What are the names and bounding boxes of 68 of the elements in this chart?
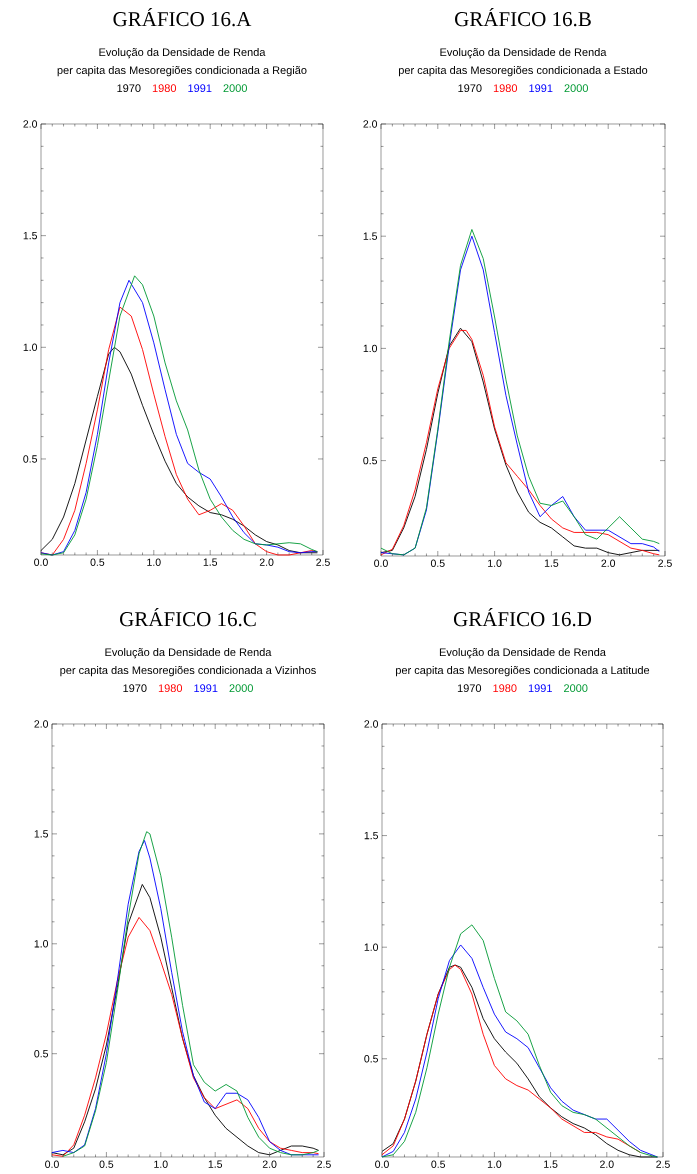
x-tick-label: 1.5 bbox=[208, 1160, 223, 1168]
text: 1991 bbox=[188, 84, 212, 93]
text: 1970 bbox=[117, 84, 141, 93]
x-tick-label: 1.0 bbox=[487, 1160, 502, 1168]
x-tick-label: 0.0 bbox=[375, 1160, 389, 1168]
y-tick-label: 1.0 bbox=[363, 344, 378, 353]
text: per capita das Mesoregiões condicionada a Latitude bbox=[396, 666, 650, 677]
x-tick-label: 2.5 bbox=[316, 558, 330, 566]
text: 1970 bbox=[458, 84, 482, 93]
x-tick-label: 1.5 bbox=[544, 559, 559, 567]
x-tick-label: 2.0 bbox=[601, 559, 616, 567]
x-tick-label: 0.0 bbox=[34, 558, 48, 566]
text: 1970 bbox=[123, 684, 147, 693]
x-tick-label: 0.0 bbox=[45, 1160, 59, 1168]
text: 2000 bbox=[564, 684, 588, 693]
y-tick-label: 2.0 bbox=[364, 720, 379, 728]
x-tick-label: 2.5 bbox=[658, 559, 672, 567]
y-tick-label: 0.5 bbox=[23, 455, 38, 463]
text: 2000 bbox=[223, 84, 247, 93]
x-tick-label: 2.0 bbox=[262, 1160, 277, 1168]
text: 1980 bbox=[152, 84, 177, 93]
y-tick-label: 0.5 bbox=[364, 1055, 379, 1063]
text: per capita das Mesoregiões condicionada a Estado bbox=[398, 66, 648, 77]
text: 2000 bbox=[229, 684, 253, 693]
text: 1980 bbox=[493, 684, 517, 693]
text: 1980 bbox=[493, 84, 518, 93]
x-tick-label: 1.5 bbox=[203, 558, 218, 566]
x-tick-label: 1.0 bbox=[488, 559, 502, 567]
y-tick-label: 0.5 bbox=[34, 1049, 49, 1058]
x-tick-label: 2.0 bbox=[259, 558, 274, 566]
chart-subtitle: Evolução da Densidade de Renda bbox=[105, 648, 272, 659]
text: 1991 bbox=[194, 684, 218, 693]
y-tick-label: 0.5 bbox=[363, 456, 378, 465]
x-tick-label: 2.5 bbox=[317, 1160, 331, 1168]
x-tick-label: 2.0 bbox=[600, 1160, 614, 1168]
x-tick-label: 0.5 bbox=[90, 558, 105, 566]
x-tick-label: 0.5 bbox=[99, 1160, 114, 1168]
y-tick-label: 1.5 bbox=[363, 232, 378, 240]
chart-title: GRÁFICO 16.A bbox=[113, 7, 252, 27]
y-tick-label: 2.0 bbox=[23, 120, 38, 128]
x-tick-label: 0.0 bbox=[374, 559, 388, 567]
chart-subtitle: Evolução da Densidade de Renda bbox=[439, 648, 606, 659]
chart-subtitle: Evolução da Densidade de Renda bbox=[440, 48, 607, 59]
text: 2000 bbox=[564, 84, 588, 93]
y-tick-label: 1.5 bbox=[34, 830, 49, 838]
y-tick-label: 1.5 bbox=[364, 831, 379, 840]
x-tick-label: 1.5 bbox=[544, 1160, 558, 1168]
text: per capita das Mesoregiões condicionada a Região bbox=[57, 66, 307, 77]
y-tick-label: 1.5 bbox=[23, 231, 38, 240]
x-tick-label: 1.0 bbox=[154, 1160, 168, 1168]
y-tick-label: 1.0 bbox=[34, 940, 49, 948]
chart-title: GRÁFICO 16.C bbox=[120, 607, 256, 627]
y-tick-label: 1.0 bbox=[23, 343, 38, 352]
y-tick-label: 1.0 bbox=[364, 943, 379, 951]
y-tick-label: 2.0 bbox=[34, 720, 49, 728]
text: 1991 bbox=[528, 684, 552, 693]
x-tick-label: 0.5 bbox=[430, 559, 445, 567]
chart-subtitle: Evolução da Densidade de Renda bbox=[99, 48, 266, 59]
text: per capita das Mesoregiões condicionada a Vizinhos bbox=[60, 666, 316, 677]
text: 1980 bbox=[158, 684, 183, 693]
x-tick-label: 2.5 bbox=[656, 1160, 670, 1168]
chart-title: GRÁFICO 16.B bbox=[455, 7, 591, 27]
text: 1991 bbox=[529, 84, 553, 93]
text: 1970 bbox=[457, 684, 482, 693]
x-tick-label: 0.5 bbox=[431, 1160, 446, 1168]
chart-title: GRÁFICO 16.D bbox=[453, 607, 592, 627]
y-tick-label: 2.0 bbox=[363, 120, 378, 128]
x-tick-label: 1.0 bbox=[147, 558, 161, 566]
